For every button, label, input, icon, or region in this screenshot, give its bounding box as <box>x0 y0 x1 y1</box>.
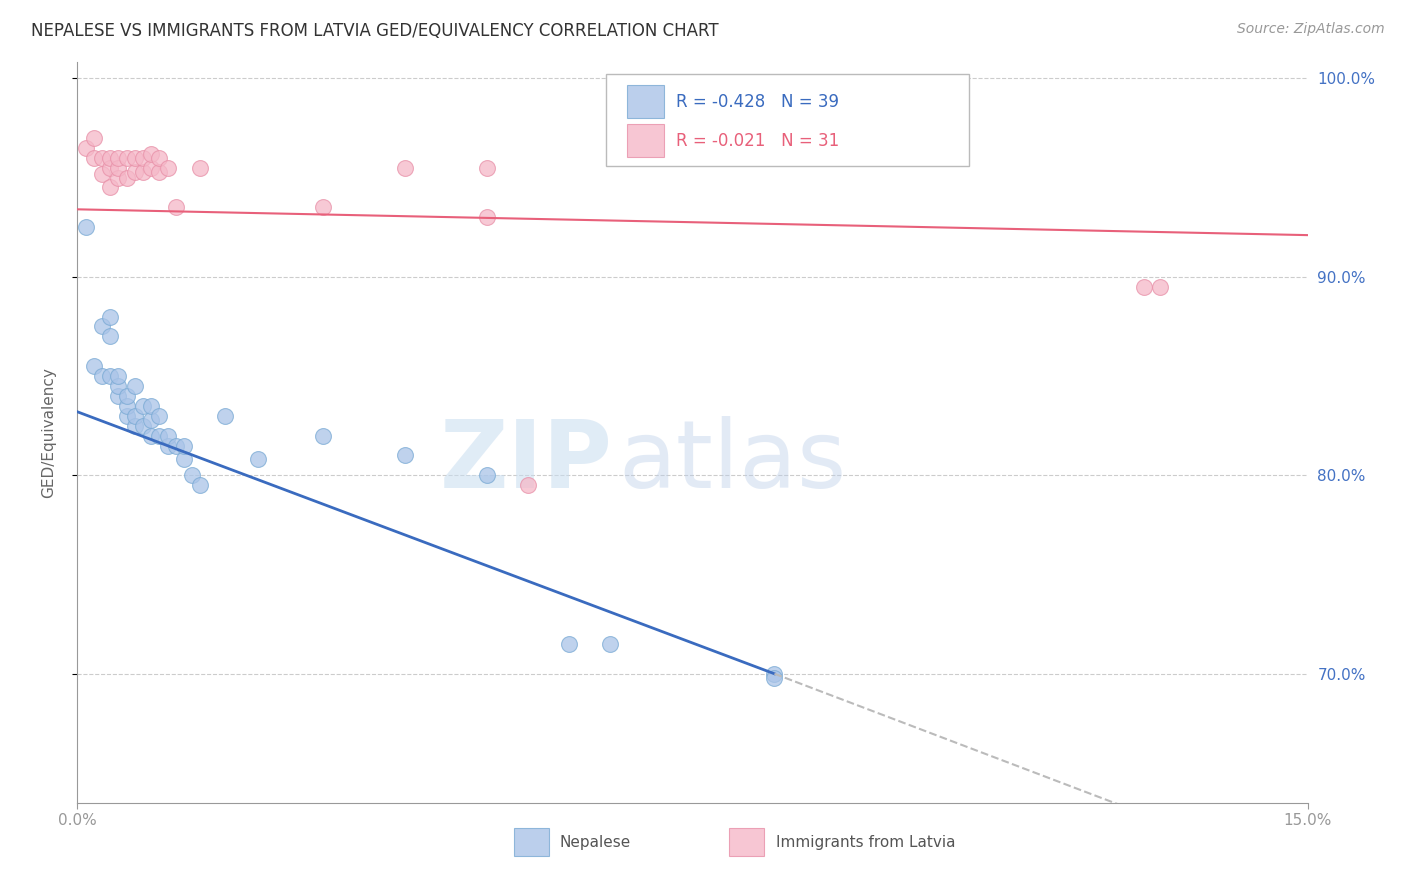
Point <box>477 161 499 175</box>
Point <box>107 161 129 175</box>
Point <box>124 379 146 393</box>
Point <box>214 409 236 423</box>
Point <box>115 389 138 403</box>
Point <box>156 161 179 175</box>
Point <box>173 452 195 467</box>
Text: ZIP: ZIP <box>440 417 613 508</box>
Text: atlas: atlas <box>619 417 846 508</box>
Point <box>83 131 105 145</box>
Point <box>763 671 786 685</box>
Point <box>98 151 121 165</box>
Point <box>124 409 146 423</box>
Point <box>148 151 170 165</box>
Point <box>156 428 179 442</box>
Point <box>558 637 581 651</box>
Bar <box>730 828 763 856</box>
Point <box>75 141 97 155</box>
Point <box>188 161 212 175</box>
Point <box>312 428 335 442</box>
Point <box>107 369 129 384</box>
Point <box>141 146 163 161</box>
Point <box>132 418 155 433</box>
Point <box>98 369 121 384</box>
Point <box>394 161 416 175</box>
Point <box>477 211 499 225</box>
Point <box>148 409 170 423</box>
Point <box>1132 279 1154 293</box>
Bar <box>627 124 664 157</box>
Point <box>173 438 195 452</box>
Point <box>75 220 97 235</box>
Point <box>1149 279 1171 293</box>
Point <box>98 161 121 175</box>
Bar <box>515 828 548 856</box>
Point <box>98 329 121 343</box>
Point <box>394 449 416 463</box>
Point <box>107 151 129 165</box>
Text: NEPALESE VS IMMIGRANTS FROM LATVIA GED/EQUIVALENCY CORRELATION CHART: NEPALESE VS IMMIGRANTS FROM LATVIA GED/E… <box>31 22 718 40</box>
Point <box>165 200 187 214</box>
Point <box>107 379 129 393</box>
Point <box>141 413 163 427</box>
Point <box>132 164 155 178</box>
Text: R = -0.021   N = 31: R = -0.021 N = 31 <box>676 132 839 150</box>
Point <box>98 310 121 324</box>
Point <box>115 170 138 185</box>
Y-axis label: GED/Equivalency: GED/Equivalency <box>42 368 56 498</box>
Point <box>141 428 163 442</box>
Point <box>148 164 170 178</box>
Point <box>477 468 499 483</box>
Point <box>115 151 138 165</box>
Point <box>90 319 114 334</box>
Bar <box>627 85 664 118</box>
Text: Source: ZipAtlas.com: Source: ZipAtlas.com <box>1237 22 1385 37</box>
Point <box>246 452 269 467</box>
Point <box>98 180 121 194</box>
Point <box>517 478 540 492</box>
Point <box>115 409 138 423</box>
Point <box>181 468 204 483</box>
Point <box>141 399 163 413</box>
Point <box>124 151 146 165</box>
Point <box>599 637 621 651</box>
Point <box>132 151 155 165</box>
Text: Immigrants from Latvia: Immigrants from Latvia <box>776 835 956 849</box>
Point <box>312 200 335 214</box>
Point <box>90 167 114 181</box>
Point <box>107 389 129 403</box>
Point <box>188 478 212 492</box>
Point <box>165 438 187 452</box>
Text: R = -0.428   N = 39: R = -0.428 N = 39 <box>676 93 839 111</box>
Point <box>90 151 114 165</box>
Point <box>90 369 114 384</box>
Point <box>763 666 786 681</box>
Point <box>83 151 105 165</box>
Text: Nepalese: Nepalese <box>560 835 631 849</box>
FancyBboxPatch shape <box>606 73 969 166</box>
Point <box>124 418 146 433</box>
Point <box>156 438 179 452</box>
Point <box>141 161 163 175</box>
Point <box>107 170 129 185</box>
Point <box>124 164 146 178</box>
Point <box>148 428 170 442</box>
Point <box>132 399 155 413</box>
Point <box>115 399 138 413</box>
Point <box>83 359 105 373</box>
